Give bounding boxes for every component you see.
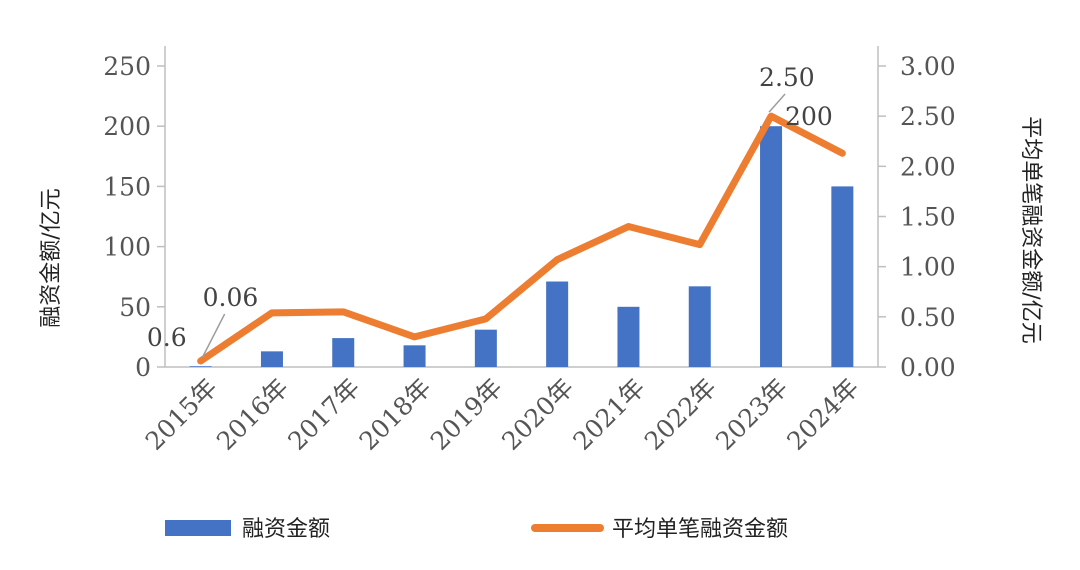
bar-2015年: [189, 366, 212, 367]
y-axis-right-title: 平均单笔融资金额/亿元: [1018, 116, 1043, 343]
data-label-bar-2015: 0.6: [147, 323, 187, 352]
legend-swatch-bar: [165, 520, 231, 536]
avg-line-series: [197, 112, 846, 365]
y-right-tick-label: 0.00: [900, 353, 956, 382]
line-point-2015年: [198, 358, 203, 363]
y-right-tick-label: 1.00: [900, 253, 956, 282]
x-tick-label: 2023年: [710, 373, 793, 456]
legend-label-bar: 融资金额: [242, 517, 330, 542]
y-left-tick-label: 150: [103, 172, 151, 201]
line-point-2016年: [269, 310, 274, 315]
line-point-2024年: [840, 151, 845, 156]
line-point-2018年: [412, 334, 417, 339]
y-right-tick-label: 2.00: [900, 152, 956, 181]
y-right-tick-label: 3.00: [900, 52, 956, 81]
leader-line-2023: [768, 93, 786, 113]
y-left-tick-label: 0: [135, 353, 151, 382]
y-left-tick-label: 250: [103, 52, 151, 81]
bar-2017年: [332, 338, 355, 367]
x-tick-label: 2016年: [211, 373, 294, 456]
y-left-tick-label: 200: [103, 112, 151, 141]
x-tick-label: 2021年: [568, 373, 651, 456]
x-tick-label: 2019年: [425, 373, 508, 456]
bar-2021年: [617, 306, 640, 367]
x-tick-label: 2024年: [781, 373, 864, 456]
legend: 融资金额 平均单笔融资金额: [165, 517, 788, 542]
bar-2024年: [831, 186, 854, 367]
data-label-line-2015: 0.06: [203, 283, 259, 312]
y-right-tick-label: 2.50: [900, 102, 956, 131]
y-left-tick-label: 100: [103, 233, 151, 262]
line-point-2021年: [626, 224, 631, 229]
line-point-2022年: [697, 242, 702, 247]
line-point-2020年: [555, 257, 560, 262]
y-right-tick-label: 1.50: [900, 203, 956, 232]
x-tick-label: 2020年: [496, 373, 579, 456]
bar-2023年: [760, 126, 783, 367]
bar-2018年: [403, 345, 426, 367]
x-tick-label: 2018年: [354, 373, 437, 456]
line-point-2023年: [769, 114, 774, 119]
x-tick-label: 2017年: [282, 373, 365, 456]
leader-line-2015: [201, 313, 226, 358]
bar-2020年: [546, 281, 569, 367]
line-point-2017年: [341, 309, 346, 314]
x-tick-label: 2015年: [140, 373, 223, 456]
bar-2019年: [474, 329, 497, 367]
y-axis-left-title: 融资金额/亿元: [39, 188, 64, 327]
y-left-tick-label: 50: [119, 293, 151, 322]
bar-2022年: [688, 286, 711, 367]
y-right-tick-label: 0.50: [900, 303, 956, 332]
data-label-bar-2023: 200: [785, 102, 833, 131]
line-point-2019年: [483, 316, 488, 321]
data-label-line-2023: 2.50: [759, 63, 815, 92]
bar-2016年: [260, 351, 283, 367]
legend-label-line: 平均单笔融资金额: [612, 517, 788, 542]
x-tick-label: 2022年: [639, 373, 722, 456]
